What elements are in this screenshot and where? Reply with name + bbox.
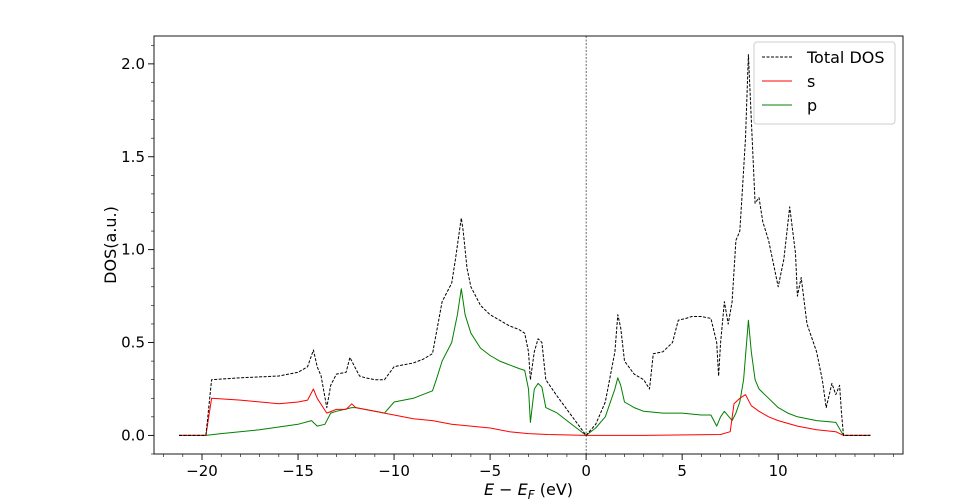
legend: Total DOS sp xyxy=(753,41,896,125)
y-axis-label: DOS(a.u.) xyxy=(101,206,120,284)
plot-lines xyxy=(179,36,871,454)
series-line-total-dos xyxy=(179,54,871,436)
series-line-p xyxy=(179,288,871,436)
x-tick-label: −10 xyxy=(378,462,410,480)
y-tick-label: 1.5 xyxy=(121,148,145,166)
x-axis-label-unit: (eV) xyxy=(535,480,573,499)
y-tick-label: 2.0 xyxy=(121,55,145,73)
legend-box xyxy=(753,41,896,125)
x-tick-label: 10 xyxy=(769,462,788,480)
x-axis-label-ef: E xyxy=(518,480,529,499)
x-tick-label: 5 xyxy=(677,462,687,480)
x-tick-label: −15 xyxy=(282,462,314,480)
y-tick-label: 0.5 xyxy=(121,334,145,352)
y-tick-label: 0.0 xyxy=(121,426,145,444)
legend-label-s: s xyxy=(807,72,815,91)
legend-label-p: p xyxy=(807,96,817,115)
legend-label-total-dos: Total DOS xyxy=(806,48,885,67)
y-tick-label: 1.0 xyxy=(121,241,145,259)
x-axis-label-e: E xyxy=(484,480,495,499)
x-tick-label: −5 xyxy=(479,462,501,480)
x-tick-label: 0 xyxy=(581,462,591,480)
axes: −20 −15 −10 −5 0 5 10 0.0 0.5 1.0 1.5 2.0 xyxy=(121,35,904,480)
x-axis-label-sub-f: F xyxy=(528,488,536,501)
series-line-s xyxy=(179,388,871,436)
x-axis-label-minus: − xyxy=(494,480,518,499)
x-axis-label: E − EF (eV) xyxy=(484,480,573,501)
x-tick-label: −20 xyxy=(186,462,218,480)
